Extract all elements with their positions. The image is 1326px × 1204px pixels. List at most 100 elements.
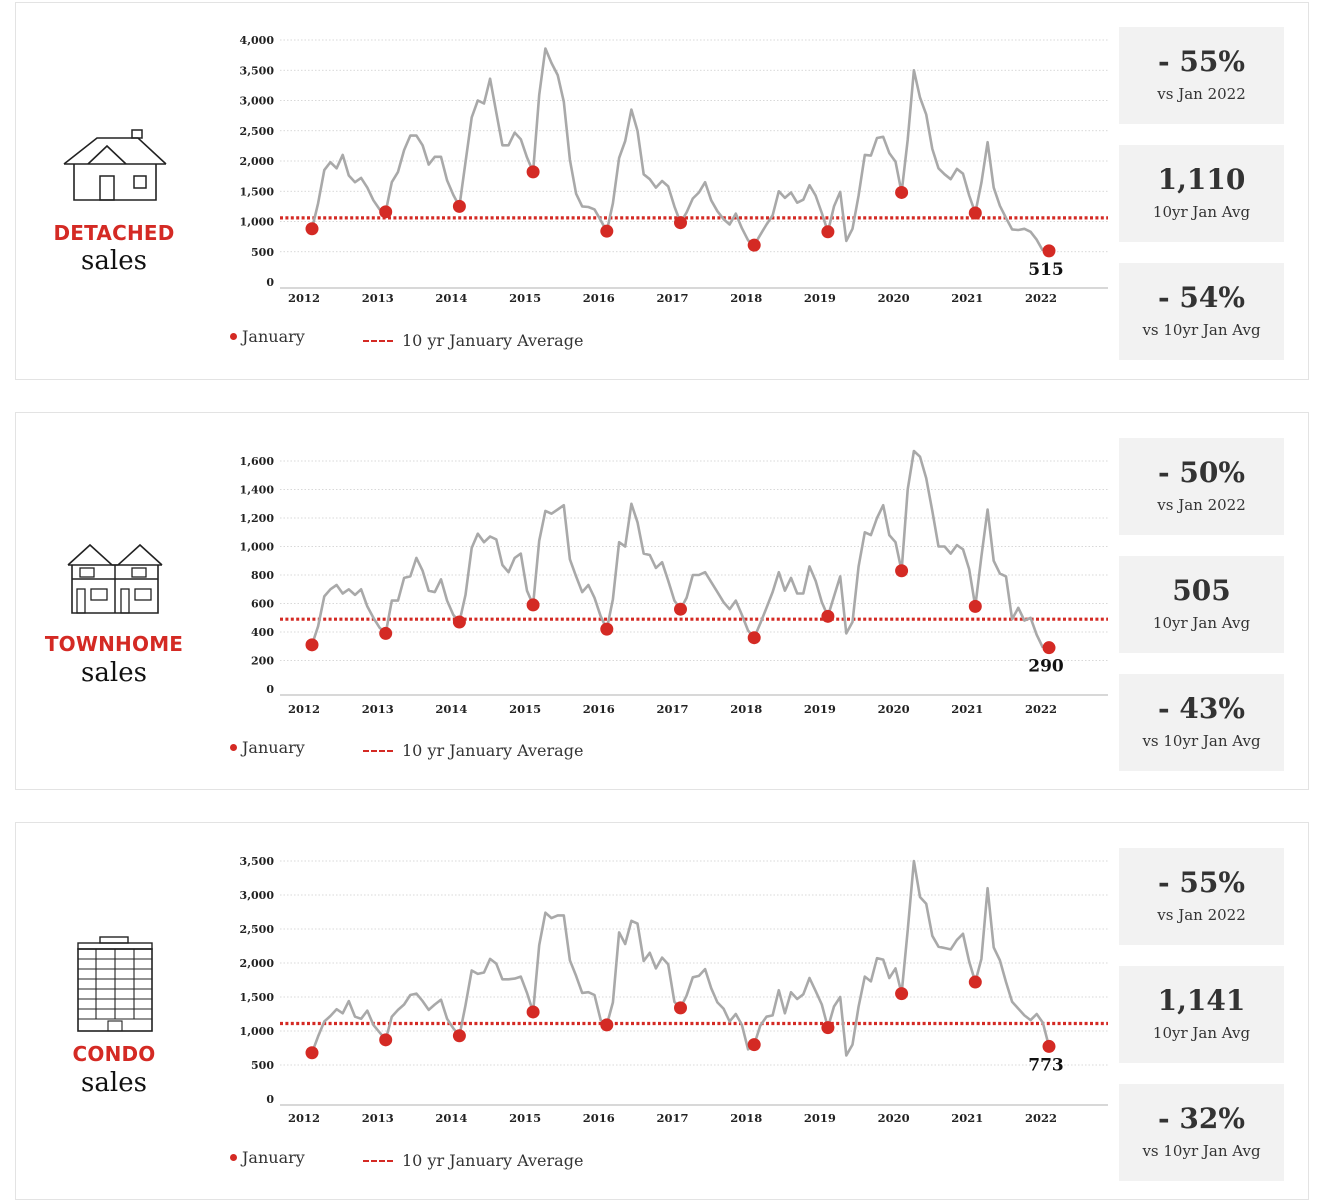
january-point (821, 1021, 835, 1035)
y-tick-label: 2,000 (240, 155, 275, 168)
townhome-panel: TOWNHOME sales 0 200 400 600 800 1,000 1,200 1,… (15, 412, 1309, 790)
stat-vs-jan: - 50% vs Jan 2022 (1119, 438, 1284, 535)
x-tick-label: 2012 (288, 702, 320, 716)
y-tick-label: 2,500 (240, 923, 275, 936)
townhome-icon (67, 543, 163, 614)
legend-average-label: 10 yr January Average (402, 1151, 584, 1170)
y-tick-label: 1,200 (240, 512, 275, 525)
stat-vs-10yr-avg: - 32% vs 10yr Jan Avg (1119, 1084, 1284, 1181)
x-tick-label: 2018 (730, 1111, 762, 1125)
y-tick-label: 500 (251, 246, 274, 259)
detached-sales-label: sales (81, 246, 147, 276)
y-tick-label: 0 (266, 1093, 274, 1106)
condo-panel: CONDO sales 0 500 1,000 1,500 2,000 2,500 3,00… (15, 822, 1309, 1200)
average-dash-icon (363, 750, 393, 752)
stat-vs-10yr-avg: - 43% vs 10yr Jan Avg (1119, 674, 1284, 771)
january-point (600, 224, 614, 238)
x-tick-label: 2017 (656, 1111, 688, 1125)
january-point (747, 631, 761, 645)
january-point (1042, 1039, 1056, 1053)
detached-house-icon (63, 129, 167, 201)
stat-vs-10yr-avg: - 54% vs 10yr Jan Avg (1119, 263, 1284, 360)
january-point (895, 185, 909, 199)
january-point (747, 238, 761, 252)
january-point (379, 626, 393, 640)
x-tick-label: 2017 (656, 702, 688, 716)
x-tick-label: 2013 (362, 1111, 394, 1125)
january-dot-icon (230, 744, 237, 751)
y-tick-label: 0 (266, 276, 274, 289)
legend-january: January (230, 1148, 305, 1167)
january-point (821, 225, 835, 239)
january-point (821, 609, 835, 623)
x-tick-label: 2013 (362, 702, 394, 716)
y-tick-label: 600 (251, 598, 274, 611)
y-tick-label: 500 (251, 1059, 274, 1072)
x-tick-label: 2016 (583, 1111, 615, 1125)
x-tick-label: 2021 (951, 291, 983, 305)
stat-value: - 50% (1158, 456, 1245, 489)
x-tick-label: 2019 (804, 702, 836, 716)
january-point (895, 564, 909, 578)
y-tick-label: 3,500 (240, 855, 275, 868)
legend-january: January (230, 327, 305, 346)
stat-10yr-avg: 1,141 10yr Jan Avg (1119, 966, 1284, 1063)
condo-sales-label: sales (81, 1068, 147, 1098)
sales-series-line (310, 47, 1045, 252)
january-point (1042, 641, 1056, 655)
y-tick-label: 3,000 (240, 95, 275, 108)
stat-sub: vs 10yr Jan Avg (1142, 732, 1261, 750)
legend-january: January (230, 738, 305, 757)
stat-value: 1,141 (1157, 984, 1246, 1017)
y-tick-label: 1,500 (240, 991, 275, 1004)
legend-average-label: 10 yr January Average (402, 741, 584, 760)
y-tick-label: 3,000 (240, 889, 275, 902)
last-value-label: 773 (1028, 1055, 1064, 1075)
x-tick-label: 2017 (656, 291, 688, 305)
townhome-type-label: TOWNHOME (44, 632, 184, 656)
x-tick-label: 2022 (1025, 1111, 1057, 1125)
x-tick-label: 2014 (435, 702, 467, 716)
y-tick-label: 800 (251, 569, 274, 582)
stat-sub: vs 10yr Jan Avg (1142, 1142, 1261, 1160)
x-tick-label: 2021 (951, 1111, 983, 1125)
january-point (674, 602, 687, 616)
stat-value: - 32% (1158, 1102, 1245, 1135)
stat-sub: vs Jan 2022 (1157, 906, 1246, 924)
legend-average-label: 10 yr January Average (402, 331, 584, 350)
legend-january-label: January (242, 1148, 305, 1167)
average-dash-icon (363, 340, 393, 342)
stat-value: - 55% (1158, 866, 1245, 899)
x-tick-label: 2018 (730, 291, 762, 305)
january-point (379, 1033, 393, 1047)
x-tick-label: 2015 (509, 1111, 541, 1125)
x-tick-label: 2020 (878, 291, 910, 305)
stat-sub: vs 10yr Jan Avg (1142, 321, 1261, 339)
y-tick-label: 1,500 (240, 185, 275, 198)
detached-type-label: DETACHED (53, 221, 175, 245)
x-tick-label: 2014 (435, 291, 467, 305)
stat-sub: vs Jan 2022 (1157, 85, 1246, 103)
x-tick-label: 2018 (730, 702, 762, 716)
stat-value: - 43% (1158, 692, 1245, 725)
x-tick-label: 2016 (583, 702, 615, 716)
x-tick-label: 2014 (435, 1111, 467, 1125)
january-point (674, 1001, 687, 1015)
stat-10yr-avg: 1,110 10yr Jan Avg (1119, 145, 1284, 242)
january-point (895, 987, 909, 1001)
stat-value: - 55% (1158, 45, 1245, 78)
condo-building-icon (77, 936, 153, 1032)
last-value-label: 515 (1028, 260, 1064, 280)
y-tick-label: 4,000 (240, 34, 275, 47)
x-tick-label: 2020 (878, 1111, 910, 1125)
y-tick-label: 1,000 (240, 216, 275, 229)
legend-january-label: January (242, 327, 305, 346)
january-point (452, 615, 466, 629)
stat-vs-jan: - 55% vs Jan 2022 (1119, 27, 1284, 124)
y-tick-label: 200 (251, 655, 274, 668)
x-tick-label: 2019 (804, 291, 836, 305)
x-tick-label: 2019 (804, 1111, 836, 1125)
sales-series-line (310, 859, 1051, 1057)
y-tick-label: 1,400 (240, 484, 275, 497)
y-tick-label: 2,500 (240, 125, 275, 138)
